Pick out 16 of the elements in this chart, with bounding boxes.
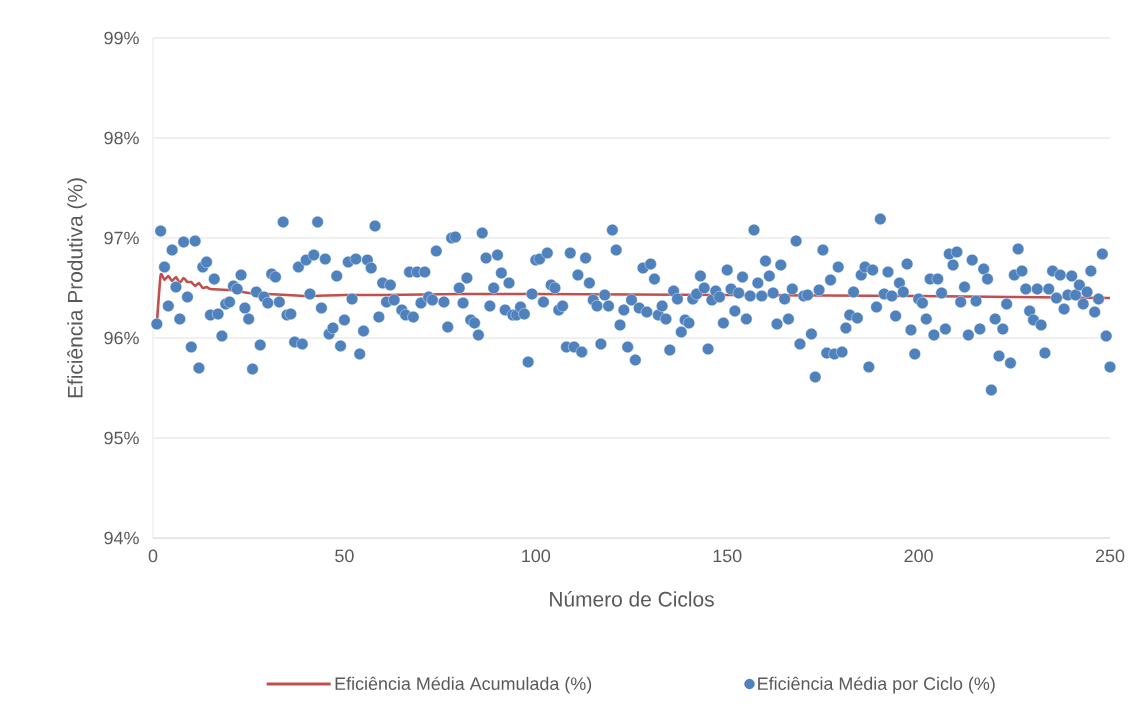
x-tick-label: 250 — [1095, 549, 1125, 563]
legend-label: Eficiência Média Acumulada (%) — [335, 676, 592, 694]
y-tick-label: 95% — [104, 431, 139, 445]
y-axis-title: Eficiência Produtiva (%) — [67, 178, 87, 398]
y-tick-label: 96% — [104, 331, 139, 345]
x-tick-label: 100 — [522, 549, 551, 563]
x-axis-title: Número de Ciclos — [550, 591, 714, 607]
x-tick-label: 150 — [713, 549, 742, 563]
legend-label: Eficiência Média por Ciclo (%) — [758, 676, 995, 694]
x-tick-label: 0 — [148, 549, 158, 563]
y-tick-label: 98% — [104, 131, 139, 145]
x-tick-label: 50 — [335, 549, 354, 563]
y-tick-label: 99% — [104, 31, 139, 45]
y-tick-label: 94% — [104, 531, 139, 545]
x-tick-label: 200 — [904, 549, 933, 563]
y-tick-label: 97% — [104, 231, 139, 245]
